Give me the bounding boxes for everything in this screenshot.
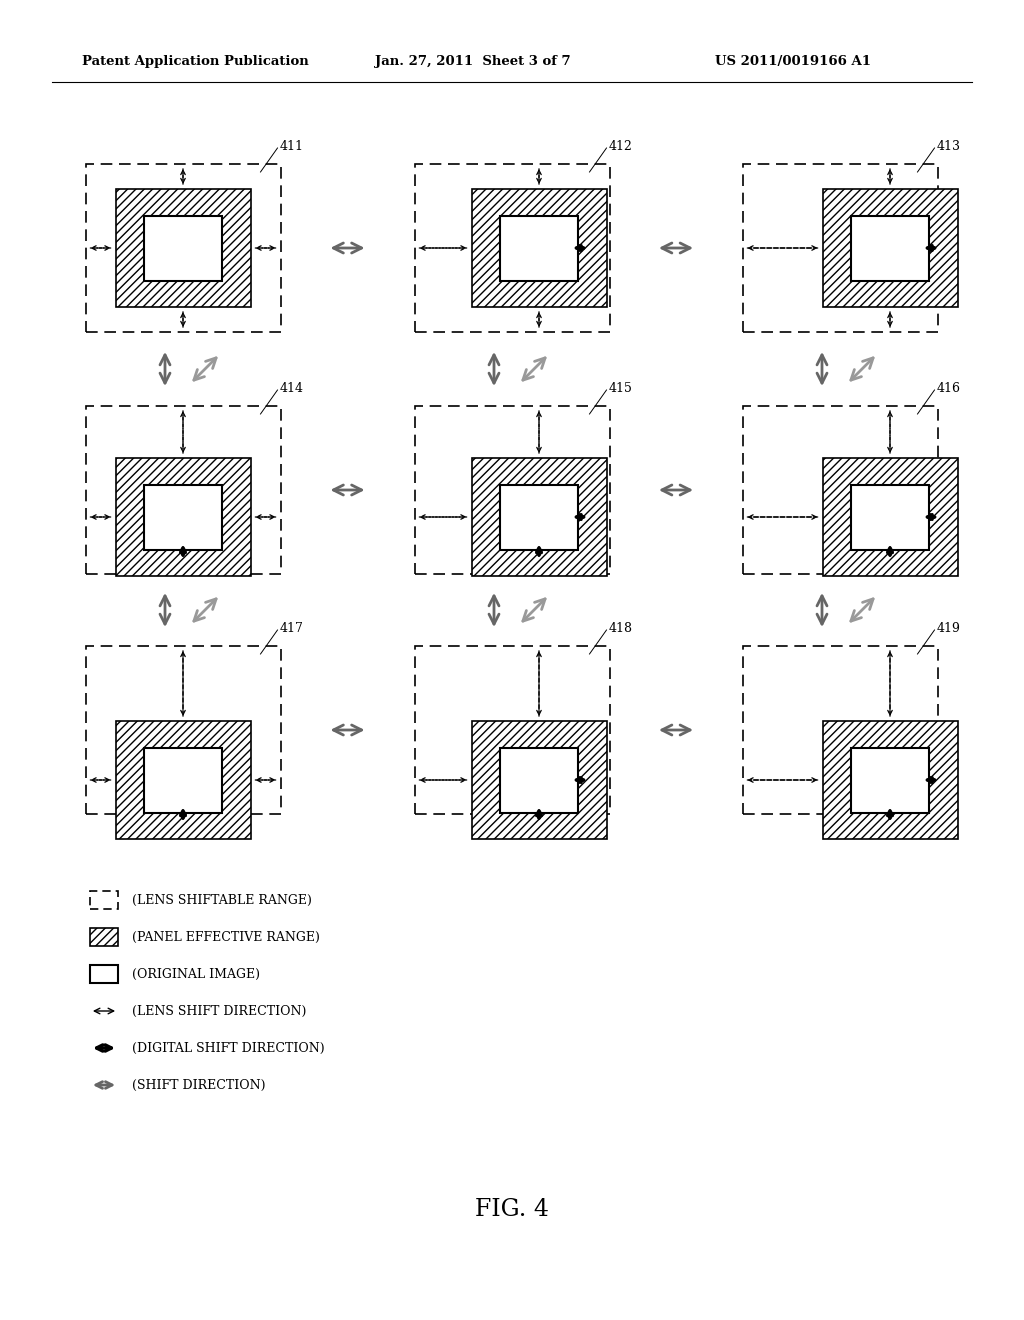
Text: FIG. 4: FIG. 4 (475, 1199, 549, 1221)
Text: 415: 415 (608, 381, 633, 395)
Text: Patent Application Publication: Patent Application Publication (82, 55, 309, 69)
Bar (415, 407, 609, 574)
Bar (415, 164, 609, 333)
Bar (144, 215, 222, 281)
Text: 416: 416 (937, 381, 961, 395)
Bar (851, 747, 929, 813)
Bar (851, 484, 929, 549)
Bar (742, 407, 938, 574)
Bar (116, 458, 251, 576)
Text: 417: 417 (280, 622, 303, 635)
Bar (116, 721, 251, 840)
Text: (PANEL EFFECTIVE RANGE): (PANEL EFFECTIVE RANGE) (132, 931, 319, 944)
Bar (742, 645, 938, 814)
Text: Jan. 27, 2011  Sheet 3 of 7: Jan. 27, 2011 Sheet 3 of 7 (375, 55, 570, 69)
Bar (85, 407, 281, 574)
Bar (471, 721, 606, 840)
Bar (500, 484, 578, 549)
Bar (822, 721, 957, 840)
Bar (90, 891, 118, 909)
Bar (500, 215, 578, 281)
Text: 411: 411 (280, 140, 303, 153)
Bar (144, 484, 222, 549)
Bar (822, 189, 957, 308)
Bar (144, 747, 222, 813)
Bar (851, 215, 929, 281)
Bar (471, 458, 606, 576)
Bar (742, 164, 938, 333)
Bar (90, 965, 118, 983)
Text: (SHIFT DIRECTION): (SHIFT DIRECTION) (132, 1078, 265, 1092)
Bar (90, 928, 118, 946)
Bar (85, 645, 281, 814)
Bar (822, 458, 957, 576)
Text: (ORIGINAL IMAGE): (ORIGINAL IMAGE) (132, 968, 260, 981)
Text: US 2011/0019166 A1: US 2011/0019166 A1 (715, 55, 871, 69)
Text: 418: 418 (608, 622, 633, 635)
Text: (LENS SHIFT DIRECTION): (LENS SHIFT DIRECTION) (132, 1005, 306, 1018)
Bar (116, 189, 251, 308)
Bar (471, 189, 606, 308)
Text: 413: 413 (937, 140, 961, 153)
Text: (DIGITAL SHIFT DIRECTION): (DIGITAL SHIFT DIRECTION) (132, 1041, 325, 1055)
Text: 414: 414 (280, 381, 303, 395)
Bar (500, 747, 578, 813)
Text: (LENS SHIFTABLE RANGE): (LENS SHIFTABLE RANGE) (132, 894, 312, 907)
Text: 412: 412 (608, 140, 633, 153)
Text: 419: 419 (937, 622, 961, 635)
Bar (85, 164, 281, 333)
Bar (415, 645, 609, 814)
